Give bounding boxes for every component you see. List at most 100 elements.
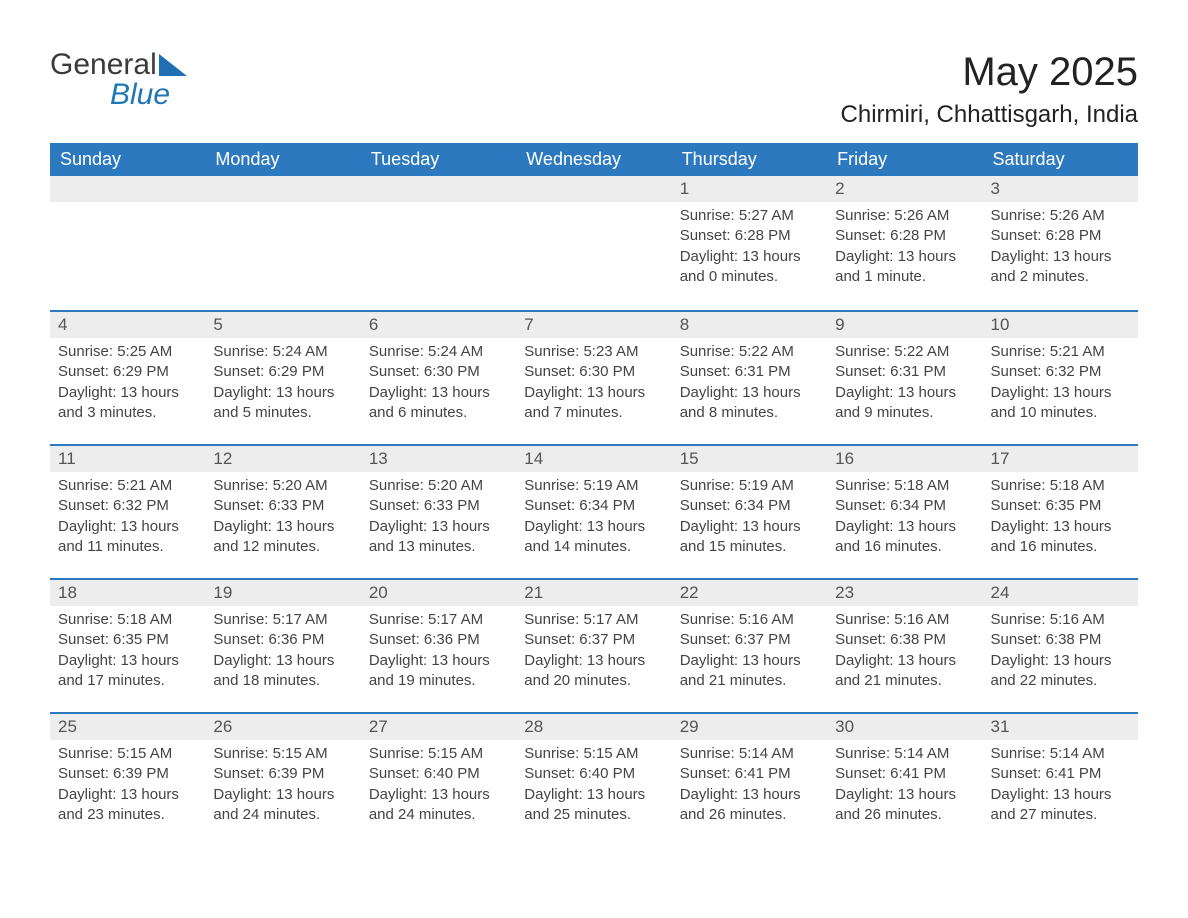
sunset-text: Sunset: 6:32 PM <box>991 362 1130 382</box>
daylight-text: Daylight: 13 hours and 25 minutes. <box>524 785 663 826</box>
calendar-day-cell: 30Sunrise: 5:14 AMSunset: 6:41 PMDayligh… <box>827 712 982 846</box>
sunset-text: Sunset: 6:40 PM <box>369 764 508 784</box>
daylight-text: Daylight: 13 hours and 26 minutes. <box>680 785 819 826</box>
daylight-text: Daylight: 13 hours and 11 minutes. <box>58 517 197 558</box>
day-number: 21 <box>516 578 671 606</box>
day-details: Sunrise: 5:15 AMSunset: 6:40 PMDaylight:… <box>516 740 671 831</box>
day-details: Sunrise: 5:14 AMSunset: 6:41 PMDaylight:… <box>672 740 827 831</box>
daylight-text: Daylight: 13 hours and 1 minute. <box>835 247 974 288</box>
sunset-text: Sunset: 6:37 PM <box>524 630 663 650</box>
day-details: Sunrise: 5:21 AMSunset: 6:32 PMDaylight:… <box>983 338 1138 429</box>
sunrise-text: Sunrise: 5:14 AM <box>835 744 974 764</box>
daylight-text: Daylight: 13 hours and 10 minutes. <box>991 383 1130 424</box>
day-details: Sunrise: 5:21 AMSunset: 6:32 PMDaylight:… <box>50 472 205 563</box>
sunrise-text: Sunrise: 5:15 AM <box>213 744 352 764</box>
calendar-day-cell: 4Sunrise: 5:25 AMSunset: 6:29 PMDaylight… <box>50 310 205 444</box>
sunrise-text: Sunrise: 5:21 AM <box>991 342 1130 362</box>
daylight-text: Daylight: 13 hours and 12 minutes. <box>213 517 352 558</box>
daylight-text: Daylight: 13 hours and 5 minutes. <box>213 383 352 424</box>
day-details: Sunrise: 5:26 AMSunset: 6:28 PMDaylight:… <box>827 202 982 293</box>
calendar-day-cell: 16Sunrise: 5:18 AMSunset: 6:34 PMDayligh… <box>827 444 982 578</box>
calendar-day-cell: 15Sunrise: 5:19 AMSunset: 6:34 PMDayligh… <box>672 444 827 578</box>
day-details: Sunrise: 5:19 AMSunset: 6:34 PMDaylight:… <box>516 472 671 563</box>
calendar-day-cell: 3Sunrise: 5:26 AMSunset: 6:28 PMDaylight… <box>983 176 1138 310</box>
day-number: 19 <box>205 578 360 606</box>
daylight-text: Daylight: 13 hours and 20 minutes. <box>524 651 663 692</box>
calendar-day-cell: 26Sunrise: 5:15 AMSunset: 6:39 PMDayligh… <box>205 712 360 846</box>
sunset-text: Sunset: 6:41 PM <box>835 764 974 784</box>
calendar-day-cell <box>361 176 516 310</box>
daylight-text: Daylight: 13 hours and 21 minutes. <box>835 651 974 692</box>
calendar-day-cell: 8Sunrise: 5:22 AMSunset: 6:31 PMDaylight… <box>672 310 827 444</box>
daylight-text: Daylight: 13 hours and 26 minutes. <box>835 785 974 826</box>
sunset-text: Sunset: 6:34 PM <box>524 496 663 516</box>
day-number: 16 <box>827 444 982 472</box>
day-details: Sunrise: 5:15 AMSunset: 6:39 PMDaylight:… <box>205 740 360 831</box>
day-header: Wednesday <box>516 143 671 176</box>
calendar-day-cell <box>516 176 671 310</box>
calendar-day-cell: 25Sunrise: 5:15 AMSunset: 6:39 PMDayligh… <box>50 712 205 846</box>
daylight-text: Daylight: 13 hours and 0 minutes. <box>680 247 819 288</box>
day-number: 22 <box>672 578 827 606</box>
day-details: Sunrise: 5:17 AMSunset: 6:36 PMDaylight:… <box>205 606 360 697</box>
day-number: 1 <box>672 176 827 202</box>
day-number: 8 <box>672 310 827 338</box>
day-number-empty <box>516 176 671 202</box>
sunset-text: Sunset: 6:30 PM <box>524 362 663 382</box>
logo-text: General Blue <box>50 50 187 110</box>
daylight-text: Daylight: 13 hours and 17 minutes. <box>58 651 197 692</box>
day-number: 25 <box>50 712 205 740</box>
logo: General Blue <box>50 50 187 110</box>
calendar-week-row: 18Sunrise: 5:18 AMSunset: 6:35 PMDayligh… <box>50 578 1138 712</box>
day-number: 23 <box>827 578 982 606</box>
sunrise-text: Sunrise: 5:27 AM <box>680 206 819 226</box>
sunset-text: Sunset: 6:34 PM <box>835 496 974 516</box>
daylight-text: Daylight: 13 hours and 21 minutes. <box>680 651 819 692</box>
day-details: Sunrise: 5:25 AMSunset: 6:29 PMDaylight:… <box>50 338 205 429</box>
calendar-day-cell: 2Sunrise: 5:26 AMSunset: 6:28 PMDaylight… <box>827 176 982 310</box>
day-details: Sunrise: 5:23 AMSunset: 6:30 PMDaylight:… <box>516 338 671 429</box>
daylight-text: Daylight: 13 hours and 14 minutes. <box>524 517 663 558</box>
daylight-text: Daylight: 13 hours and 24 minutes. <box>213 785 352 826</box>
daylight-text: Daylight: 13 hours and 9 minutes. <box>835 383 974 424</box>
day-number: 7 <box>516 310 671 338</box>
day-number: 14 <box>516 444 671 472</box>
day-details: Sunrise: 5:16 AMSunset: 6:38 PMDaylight:… <box>827 606 982 697</box>
day-number: 28 <box>516 712 671 740</box>
day-number: 15 <box>672 444 827 472</box>
sunset-text: Sunset: 6:28 PM <box>835 226 974 246</box>
sunrise-text: Sunrise: 5:18 AM <box>58 610 197 630</box>
day-details: Sunrise: 5:17 AMSunset: 6:36 PMDaylight:… <box>361 606 516 697</box>
calendar-day-cell: 29Sunrise: 5:14 AMSunset: 6:41 PMDayligh… <box>672 712 827 846</box>
sunset-text: Sunset: 6:34 PM <box>680 496 819 516</box>
sunrise-text: Sunrise: 5:14 AM <box>680 744 819 764</box>
daylight-text: Daylight: 13 hours and 15 minutes. <box>680 517 819 558</box>
day-details: Sunrise: 5:20 AMSunset: 6:33 PMDaylight:… <box>361 472 516 563</box>
calendar-day-cell: 19Sunrise: 5:17 AMSunset: 6:36 PMDayligh… <box>205 578 360 712</box>
calendar-day-cell: 7Sunrise: 5:23 AMSunset: 6:30 PMDaylight… <box>516 310 671 444</box>
logo-triangle-icon <box>159 54 187 76</box>
day-details: Sunrise: 5:18 AMSunset: 6:35 PMDaylight:… <box>50 606 205 697</box>
sunset-text: Sunset: 6:38 PM <box>991 630 1130 650</box>
calendar-day-cell: 11Sunrise: 5:21 AMSunset: 6:32 PMDayligh… <box>50 444 205 578</box>
daylight-text: Daylight: 13 hours and 18 minutes. <box>213 651 352 692</box>
calendar-day-cell: 28Sunrise: 5:15 AMSunset: 6:40 PMDayligh… <box>516 712 671 846</box>
sunrise-text: Sunrise: 5:23 AM <box>524 342 663 362</box>
sunrise-text: Sunrise: 5:14 AM <box>991 744 1130 764</box>
day-header: Thursday <box>672 143 827 176</box>
sunset-text: Sunset: 6:37 PM <box>680 630 819 650</box>
day-number: 26 <box>205 712 360 740</box>
sunset-text: Sunset: 6:29 PM <box>213 362 352 382</box>
sunset-text: Sunset: 6:28 PM <box>680 226 819 246</box>
day-details: Sunrise: 5:26 AMSunset: 6:28 PMDaylight:… <box>983 202 1138 293</box>
location-label: Chirmiri, Chhattisgarh, India <box>841 101 1138 129</box>
sunrise-text: Sunrise: 5:24 AM <box>369 342 508 362</box>
calendar-day-cell: 21Sunrise: 5:17 AMSunset: 6:37 PMDayligh… <box>516 578 671 712</box>
sunrise-text: Sunrise: 5:20 AM <box>213 476 352 496</box>
calendar-day-cell: 27Sunrise: 5:15 AMSunset: 6:40 PMDayligh… <box>361 712 516 846</box>
calendar-week-row: 25Sunrise: 5:15 AMSunset: 6:39 PMDayligh… <box>50 712 1138 846</box>
calendar-week-row: 11Sunrise: 5:21 AMSunset: 6:32 PMDayligh… <box>50 444 1138 578</box>
sunrise-text: Sunrise: 5:17 AM <box>213 610 352 630</box>
day-number: 6 <box>361 310 516 338</box>
calendar-day-cell: 23Sunrise: 5:16 AMSunset: 6:38 PMDayligh… <box>827 578 982 712</box>
